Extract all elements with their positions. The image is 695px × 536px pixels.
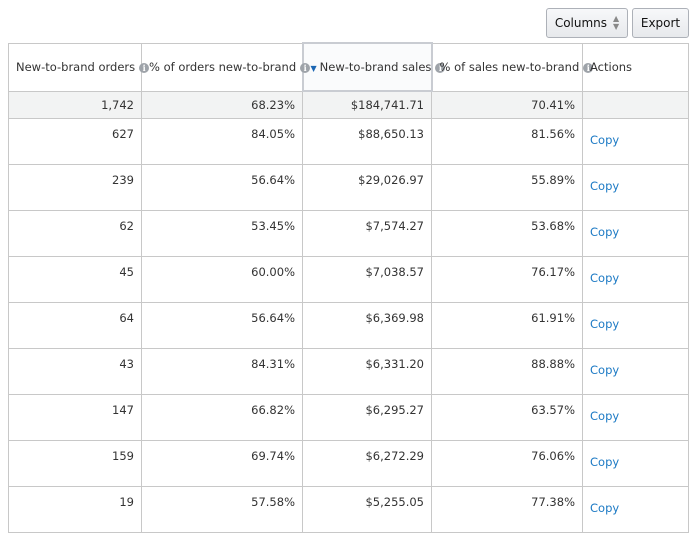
cell-pct-sales-ntb: 81.56% <box>431 117 583 165</box>
cell-actions: Copy <box>582 393 689 441</box>
cell-pct-sales-ntb: 88.88% <box>431 347 583 395</box>
col-header-actions: Actions <box>582 42 689 92</box>
cell-pct-orders-ntb: 69.74% <box>141 439 303 487</box>
total-pct-orders-ntb: 68.23% <box>141 90 303 119</box>
sort-descending-icon: ▼ <box>310 64 317 73</box>
cell-ntb-sales: $88,650.13 <box>302 117 432 165</box>
cell-ntb-orders: 62 <box>8 209 142 257</box>
cell-ntb-orders: 64 <box>8 301 142 349</box>
total-actions-empty <box>582 90 689 119</box>
table-row: 239 56.64% $29,026.97 55.89% Copy <box>8 163 689 211</box>
copy-link[interactable]: Copy <box>590 408 620 423</box>
header-row: New-to-brand orders i % of orders new-to-… <box>8 42 689 92</box>
report-table: New-to-brand orders i % of orders new-to-… <box>8 42 689 533</box>
cell-actions: Copy <box>582 117 689 165</box>
cell-ntb-orders: 19 <box>8 485 142 533</box>
table-toolbar: Columns ▲ ▼ Export <box>546 8 689 38</box>
cell-ntb-sales: $6,295.27 <box>302 393 432 441</box>
cell-actions: Copy <box>582 439 689 487</box>
col-header-ntb-orders[interactable]: New-to-brand orders i <box>8 42 150 92</box>
cell-ntb-sales: $7,574.27 <box>302 209 432 257</box>
cell-pct-orders-ntb: 66.82% <box>141 393 303 441</box>
total-ntb-orders: 1,742 <box>8 90 142 119</box>
columns-button[interactable]: Columns ▲ ▼ <box>546 8 628 38</box>
table-row: 43 84.31% $6,331.20 88.88% Copy <box>8 347 689 395</box>
cell-actions: Copy <box>582 255 689 303</box>
total-ntb-sales: $184,741.71 <box>302 90 432 119</box>
copy-link[interactable]: Copy <box>590 500 620 515</box>
cell-pct-orders-ntb: 53.45% <box>141 209 303 257</box>
cell-actions: Copy <box>582 485 689 533</box>
cell-pct-sales-ntb: 76.06% <box>431 439 583 487</box>
cell-ntb-orders: 45 <box>8 255 142 303</box>
cell-pct-orders-ntb: 56.64% <box>141 163 303 211</box>
columns-button-label: Columns <box>554 16 608 30</box>
cell-pct-sales-ntb: 77.38% <box>431 485 583 533</box>
copy-link[interactable]: Copy <box>590 454 620 469</box>
cell-ntb-orders: 239 <box>8 163 142 211</box>
export-button[interactable]: Export <box>632 8 689 38</box>
col-header-label: Actions <box>590 60 633 74</box>
cell-pct-orders-ntb: 84.05% <box>141 117 303 165</box>
cell-pct-sales-ntb: 55.89% <box>431 163 583 211</box>
table-row: 19 57.58% $5,255.05 77.38% Copy <box>8 485 689 533</box>
cell-actions: Copy <box>582 347 689 395</box>
copy-link[interactable]: Copy <box>590 316 620 331</box>
cell-pct-orders-ntb: 56.64% <box>141 301 303 349</box>
col-header-pct-sales-ntb[interactable]: % of sales new-to-brand i <box>431 42 594 92</box>
cell-pct-sales-ntb: 53.68% <box>431 209 583 257</box>
cell-pct-sales-ntb: 61.91% <box>431 301 583 349</box>
info-icon[interactable]: i <box>139 63 150 73</box>
table-row: 147 66.82% $6,295.27 63.57% Copy <box>8 393 689 441</box>
col-header-label: New-to-brand orders <box>16 60 136 74</box>
col-header-label: New-to-brand sales <box>319 60 432 74</box>
cell-pct-orders-ntb: 84.31% <box>141 347 303 395</box>
totals-row: 1,742 68.23% $184,741.71 70.41% <box>8 90 689 119</box>
cell-pct-orders-ntb: 60.00% <box>141 255 303 303</box>
col-header-pct-orders-ntb[interactable]: % of orders new-to-brand i <box>141 42 311 92</box>
copy-link[interactable]: Copy <box>590 132 620 147</box>
table-row: 627 84.05% $88,650.13 81.56% Copy <box>8 117 689 165</box>
cell-actions: Copy <box>582 163 689 211</box>
table-row: 45 60.00% $7,038.57 76.17% Copy <box>8 255 689 303</box>
report-table-container: New-to-brand orders i % of orders new-to-… <box>8 42 689 533</box>
updown-chevron-icon: ▲ ▼ <box>613 14 620 31</box>
cell-ntb-orders: 43 <box>8 347 142 395</box>
cell-ntb-orders: 159 <box>8 439 142 487</box>
export-button-label: Export <box>640 16 681 30</box>
cell-pct-sales-ntb: 76.17% <box>431 255 583 303</box>
copy-link[interactable]: Copy <box>590 270 620 285</box>
cell-pct-orders-ntb: 57.58% <box>141 485 303 533</box>
table-row: 62 53.45% $7,574.27 53.68% Copy <box>8 209 689 257</box>
cell-ntb-sales: $7,038.57 <box>302 255 432 303</box>
cell-ntb-sales: $5,255.05 <box>302 485 432 533</box>
cell-ntb-sales: $6,272.29 <box>302 439 432 487</box>
table-row: 159 69.74% $6,272.29 76.06% Copy <box>8 439 689 487</box>
info-icon[interactable]: i <box>300 63 311 73</box>
cell-ntb-sales: $29,026.97 <box>302 163 432 211</box>
cell-ntb-orders: 627 <box>8 117 142 165</box>
copy-link[interactable]: Copy <box>590 224 620 239</box>
col-header-label: % of orders new-to-brand <box>149 60 297 74</box>
cell-actions: Copy <box>582 301 689 349</box>
col-header-label: % of sales new-to-brand <box>439 60 580 74</box>
cell-ntb-sales: $6,331.20 <box>302 347 432 395</box>
cell-actions: Copy <box>582 209 689 257</box>
copy-link[interactable]: Copy <box>590 178 620 193</box>
copy-link[interactable]: Copy <box>590 362 620 377</box>
col-header-ntb-sales[interactable]: ▼New-to-brand sales i <box>301 42 446 92</box>
info-icon[interactable]: i <box>583 63 594 73</box>
table-row: 64 56.64% $6,369.98 61.91% Copy <box>8 301 689 349</box>
cell-ntb-sales: $6,369.98 <box>302 301 432 349</box>
total-pct-sales-ntb: 70.41% <box>431 90 583 119</box>
cell-ntb-orders: 147 <box>8 393 142 441</box>
cell-pct-sales-ntb: 63.57% <box>431 393 583 441</box>
